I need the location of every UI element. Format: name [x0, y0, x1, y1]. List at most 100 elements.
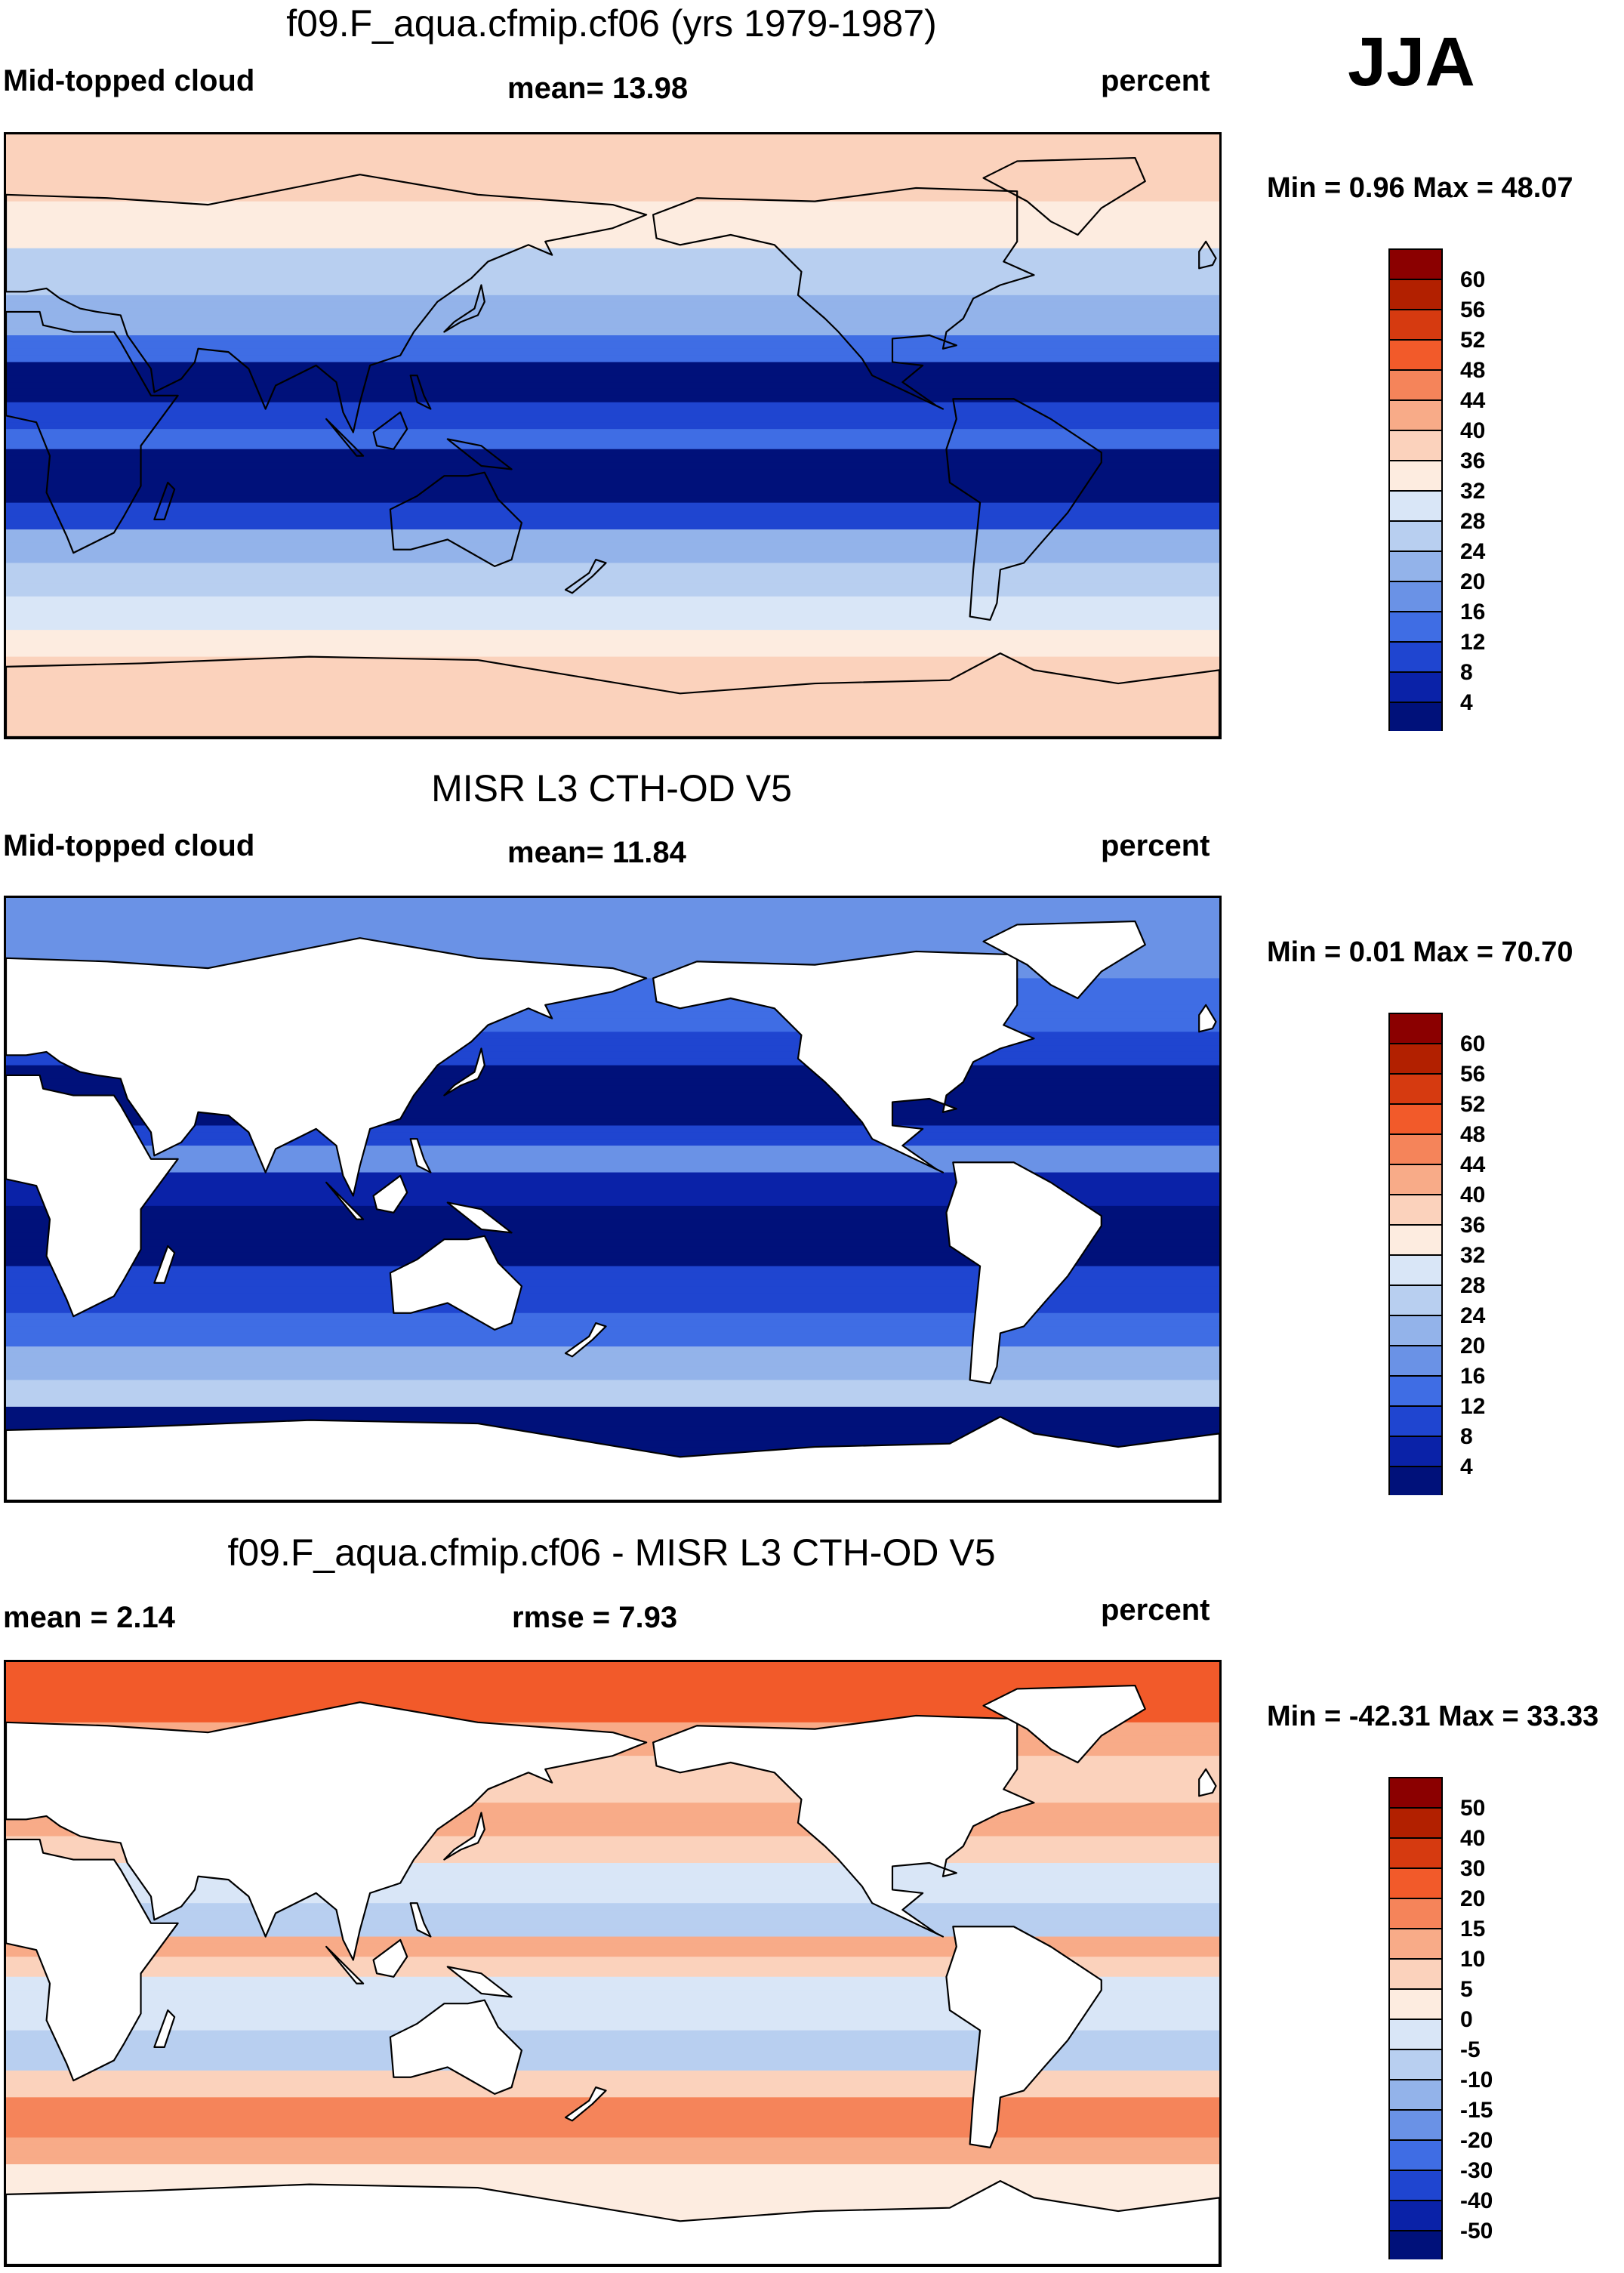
- colorbar-swatch: [1388, 2230, 1443, 2259]
- map-band: [6, 1326, 1219, 1334]
- map-band: [6, 1032, 1219, 1039]
- map-band: [6, 181, 1219, 189]
- map-band: [6, 214, 1219, 222]
- map-band: [6, 1789, 1219, 1797]
- units-label-obs: percent: [1101, 829, 1210, 862]
- colorbar-tick-label: -30: [1460, 2158, 1493, 2183]
- map-band: [6, 2177, 1219, 2185]
- colorbar-swatch: [1388, 1224, 1443, 1256]
- map-band: [6, 516, 1219, 523]
- map-band: [6, 2151, 1219, 2158]
- map-band: [6, 341, 1219, 350]
- map-band: [6, 1815, 1219, 1824]
- map-band: [6, 2090, 1219, 2098]
- colorbar-tick-label: 28: [1460, 1273, 1485, 1298]
- map-band: [6, 1045, 1219, 1053]
- map-band: [6, 898, 1219, 905]
- map-band: [6, 1293, 1219, 1300]
- map-band: [6, 241, 1219, 249]
- map-band: [6, 415, 1219, 423]
- map-band: [6, 2184, 1219, 2192]
- map-band: [6, 1212, 1219, 1220]
- colorbar-swatch: [1388, 1043, 1443, 1075]
- map-band: [6, 1300, 1219, 1307]
- map-band: [6, 1936, 1219, 1944]
- colorbar-swatch: [1388, 2109, 1443, 2141]
- variable-label-model: Mid-topped cloud: [3, 64, 255, 97]
- map-band: [6, 1259, 1219, 1267]
- map-band: [6, 1943, 1219, 1951]
- colorbar-swatch: [1388, 1285, 1443, 1316]
- colorbar-tick-label: 32: [1460, 1243, 1485, 1268]
- continent-outline: [1198, 240, 1217, 270]
- map-band: [6, 248, 1219, 256]
- map-band: [6, 689, 1219, 698]
- map-band: [6, 1205, 1219, 1214]
- continent-outline: [6, 1074, 179, 1318]
- map-band: [6, 1876, 1219, 1884]
- map-band: [6, 1836, 1219, 1843]
- continent-outline: [6, 174, 648, 433]
- colorbar-swatch: [1388, 581, 1443, 612]
- map-band: [6, 476, 1219, 483]
- map-band: [6, 1272, 1219, 1280]
- map-band: [6, 2064, 1219, 2071]
- continent-outline: [389, 471, 523, 567]
- map-band: [6, 455, 1219, 464]
- map-band: [6, 630, 1219, 637]
- continent-outline: [945, 1161, 1102, 1384]
- colorbar-swatch: [1388, 430, 1443, 461]
- map-band: [6, 529, 1219, 537]
- map-band: [6, 589, 1219, 597]
- map-band: [6, 436, 1219, 443]
- map-band: [6, 1058, 1219, 1066]
- map-band: [6, 523, 1219, 530]
- map-band: [6, 1072, 1219, 1079]
- map-band: [6, 1078, 1219, 1086]
- colorbar-swatch: [1388, 2019, 1443, 2050]
- map-band: [6, 656, 1219, 665]
- map-band: [6, 2204, 1219, 2212]
- variable-label-obs: Mid-topped cloud: [3, 829, 255, 862]
- colorbar-tick-label: 16: [1460, 600, 1485, 625]
- map-band: [6, 710, 1219, 717]
- map-band: [6, 670, 1219, 677]
- continent-outline: [443, 284, 485, 333]
- colorbar-tick-label: 30: [1460, 1856, 1485, 1881]
- map-band: [6, 649, 1219, 658]
- colorbar-tick-label: 15: [1460, 1917, 1485, 1941]
- map-band: [6, 375, 1219, 383]
- map-band: [6, 1869, 1219, 1877]
- colorbar-swatch: [1388, 248, 1443, 280]
- map-band: [6, 2016, 1219, 2025]
- map-model: [4, 132, 1222, 739]
- map-band: [6, 469, 1219, 476]
- colorbar-swatch: [1388, 1345, 1443, 1377]
- colorbar-swatch: [1388, 399, 1443, 431]
- map-band: [6, 998, 1219, 1006]
- map-band: [6, 268, 1219, 276]
- continent-outline: [564, 1322, 607, 1358]
- mean-label-obs: mean= 11.84: [507, 836, 686, 869]
- map-band: [6, 495, 1219, 504]
- map-band: [6, 1929, 1219, 1938]
- map-band: [6, 308, 1219, 316]
- map-band: [6, 1373, 1219, 1380]
- map-band: [6, 1822, 1219, 1830]
- map-band: [6, 1352, 1219, 1361]
- map-band: [6, 2043, 1219, 2051]
- continent-outline: [409, 375, 432, 410]
- colorbar-tick-label: 0: [1460, 2007, 1473, 2032]
- continent-outline: [443, 1812, 485, 1861]
- map-band: [6, 1722, 1219, 1730]
- map-band: [6, 1312, 1219, 1321]
- map-band: [6, 174, 1219, 182]
- map-band: [6, 1065, 1219, 1073]
- map-band: [6, 301, 1219, 310]
- map-band: [6, 2010, 1219, 2018]
- map-band: [6, 623, 1219, 631]
- colorbar-swatch: [1388, 702, 1443, 731]
- map-band: [6, 677, 1219, 684]
- map-band: [6, 1246, 1219, 1254]
- map-band: [6, 1433, 1219, 1441]
